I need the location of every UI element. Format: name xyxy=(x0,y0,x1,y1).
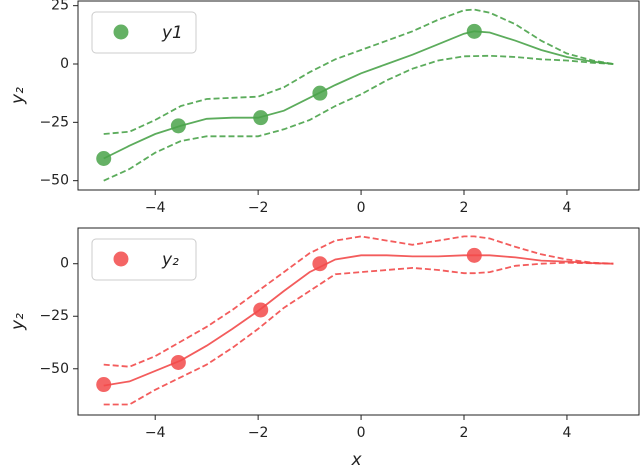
legend-marker xyxy=(113,24,129,40)
legend-label: y1 xyxy=(161,23,183,43)
y-tick-label: 0 xyxy=(60,256,69,272)
legend-marker xyxy=(113,251,129,267)
point xyxy=(253,110,269,126)
point xyxy=(96,151,112,166)
curve xyxy=(103,261,614,406)
x-tick-label: −4 xyxy=(145,200,166,216)
legend-box xyxy=(91,238,197,281)
x-tick-label: −4 xyxy=(145,425,166,441)
point xyxy=(170,118,186,134)
x-tick-label: 0 xyxy=(357,200,366,216)
legend-label: y₂ xyxy=(161,250,179,270)
point xyxy=(312,85,328,101)
x-tick-label: 0 xyxy=(357,425,366,441)
x-tick-label: −2 xyxy=(248,425,269,441)
axes-frame xyxy=(77,0,640,191)
x-tick-label: 4 xyxy=(562,425,571,441)
curve xyxy=(103,8,614,135)
y-tick-label: −25 xyxy=(39,308,69,324)
point xyxy=(253,302,269,318)
curve xyxy=(103,54,614,182)
x-tick-label: 2 xyxy=(460,200,469,216)
y-axis-label: y₂ xyxy=(8,313,28,331)
y-tick-label: 25 xyxy=(51,0,69,14)
x-tick-label: 4 xyxy=(562,200,571,216)
y-tick-label: −50 xyxy=(39,173,69,189)
x-axis-label: x xyxy=(350,450,362,470)
point xyxy=(466,247,482,263)
curve xyxy=(103,30,614,160)
y-tick-label: 0 xyxy=(60,56,69,72)
curve xyxy=(103,254,614,387)
y-axis-label: y₂ xyxy=(8,87,28,105)
y-tick-label: −50 xyxy=(39,361,69,377)
curve xyxy=(103,235,614,368)
x-tick-label: −2 xyxy=(248,200,269,216)
legend-box xyxy=(91,11,197,54)
point xyxy=(96,377,112,393)
y-tick-label: −25 xyxy=(39,114,69,130)
point xyxy=(312,256,328,272)
axes-frame xyxy=(77,227,640,416)
point xyxy=(170,354,186,370)
point xyxy=(466,23,482,39)
x-tick-label: 2 xyxy=(460,425,469,441)
